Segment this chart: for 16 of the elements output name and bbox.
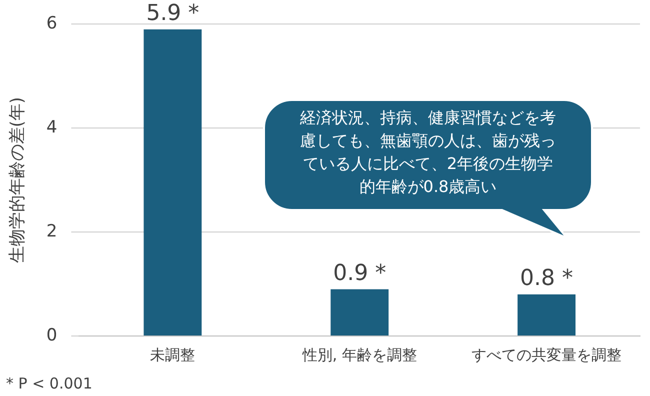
data-label: 0.9 * bbox=[333, 260, 386, 286]
y-axis-title: 生物学的年齢の差(年) bbox=[8, 96, 28, 264]
annotation: 経済状況、持病、健康習慣などを考慮しても、無歯顎の人は、歯が残っている人に比べて、2年後の生物学的年齢が0.8歳高い bbox=[299, 107, 557, 198]
bar bbox=[518, 294, 576, 336]
x-tick-label: 性別, 年齢を調整 bbox=[301, 346, 417, 364]
y-tick-label: 4 bbox=[46, 118, 58, 138]
x-tick-label: 未調整 bbox=[150, 346, 196, 364]
data-label: 5.9 * bbox=[146, 1, 200, 26]
bar bbox=[144, 29, 202, 336]
y-tick-label: 6 bbox=[46, 14, 58, 34]
x-tick-label: すべての共変量を調整 bbox=[472, 346, 622, 364]
bar bbox=[330, 289, 389, 336]
text: * P < 0.001 bbox=[6, 374, 92, 392]
y-tick-label: 0 bbox=[46, 325, 58, 346]
data-label: 0.8 * bbox=[520, 266, 574, 292]
y-tick-label: 2 bbox=[46, 221, 58, 242]
